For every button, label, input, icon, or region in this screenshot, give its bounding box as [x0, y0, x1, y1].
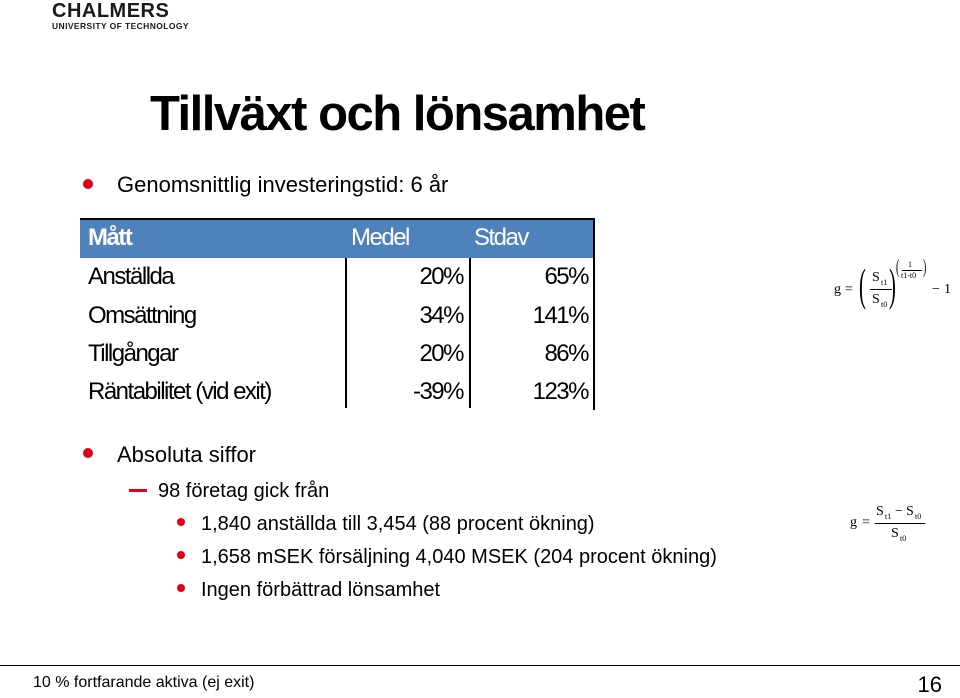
table-header-row	[80, 218, 593, 258]
bullet-absolute-figures: Absoluta siffor	[117, 442, 257, 467]
table-header-cell: Stdav	[474, 224, 529, 251]
logo-name: CHALMERS	[52, 0, 170, 22]
formula-minus: −	[895, 504, 903, 519]
bullet-icon	[83, 448, 93, 458]
formula-exponent-bar	[902, 270, 922, 271]
bullet-icon	[177, 551, 185, 559]
table-cell: 141%	[532, 302, 590, 329]
sub-sub-bullet-employees: 1,840 anställda till 3,454 (88 procent ö…	[201, 513, 595, 535]
table-top-border	[80, 218, 595, 220]
statistics-table: Mått Medel Stdav Anställda 20% 65% Omsät…	[80, 218, 595, 410]
formula-numerator-sub: t1	[881, 278, 888, 287]
formula-exp-paren-left: (	[896, 256, 900, 278]
table-cell: Räntabilitet (vid exit)	[88, 378, 272, 405]
dash-icon	[129, 489, 147, 492]
bullet-icon	[83, 179, 93, 189]
formula-lhs: g	[850, 515, 857, 530]
footer-divider	[0, 665, 960, 666]
chalmers-logo: CHALMERS UNIVERSITY OF TECHNOLOGY	[52, 0, 202, 31]
formula-numerator-a-sub: t1	[885, 512, 892, 521]
table-right-border	[593, 218, 595, 410]
sub-sub-bullet-sales: 1,658 mSEK försäljning 4,040 MSEK (204 p…	[201, 546, 717, 568]
bullet-icon	[177, 518, 185, 526]
table-header-cell: Mått	[88, 224, 133, 251]
formula-exponent-numerator: 1	[908, 260, 912, 269]
bullet-icon	[177, 584, 185, 592]
growth-formula-geometric: g = ( S t1 S t0 ) ( 1 t1-t0 ) − 1	[834, 256, 954, 320]
logo-subtitle: UNIVERSITY OF TECHNOLOGY	[52, 21, 189, 31]
formula-denominator-sub: t0	[881, 300, 888, 309]
sub-sub-bullet-profitability: Ingen förbättrad lönsamhet	[201, 579, 441, 601]
formula-numerator: S	[872, 270, 880, 285]
table-cell: 34%	[419, 302, 464, 329]
formula-exp-paren-right: )	[923, 256, 927, 278]
formula-paren-right: )	[889, 259, 896, 310]
table-cell: 20%	[419, 263, 464, 290]
formula-minus: −	[932, 282, 940, 297]
page-number: 16	[917, 672, 942, 697]
formula-lhs: g	[834, 282, 841, 297]
formula-exponent-denominator: t1-t0	[901, 271, 917, 280]
formula-denominator-sub: t0	[900, 534, 907, 543]
table-cell: 65%	[544, 263, 589, 290]
sub-bullet-companies: 98 företag gick från	[158, 480, 330, 502]
growth-formula-total: g = S t1 − S t0 S t0	[850, 502, 940, 548]
formula-numerator-b: S	[906, 504, 914, 519]
bullet-investment-time: Genomsnittlig investeringstid: 6 år	[117, 172, 449, 197]
footnote: 10 % fortfarande aktiva (ej exit)	[33, 674, 255, 691]
formula-denominator: S	[891, 526, 899, 541]
formula-numerator-b-sub: t0	[915, 512, 922, 521]
table-column-divider	[345, 258, 347, 408]
table-cell: Anställda	[88, 263, 175, 290]
formula-fraction-bar	[875, 523, 925, 524]
table-cell: Tillgångar	[88, 340, 179, 367]
formula-equals: =	[862, 515, 870, 530]
formula-numerator-a: S	[876, 504, 884, 519]
table-cell: Omsättning	[88, 302, 197, 329]
table-column-divider	[469, 258, 471, 408]
table-cell: 86%	[544, 340, 589, 367]
table-header-cell: Medel	[351, 224, 410, 251]
slide-title: Tillväxt och lönsamhet	[150, 87, 646, 141]
formula-denominator: S	[872, 292, 880, 307]
table-cell: 123%	[532, 378, 590, 405]
table-cell: 20%	[419, 340, 464, 367]
formula-fraction-bar	[870, 289, 892, 290]
table-cell: -39%	[412, 378, 465, 405]
formula-one: 1	[944, 282, 951, 297]
formula-paren-left: (	[859, 259, 866, 310]
formula-equals: =	[845, 282, 853, 297]
